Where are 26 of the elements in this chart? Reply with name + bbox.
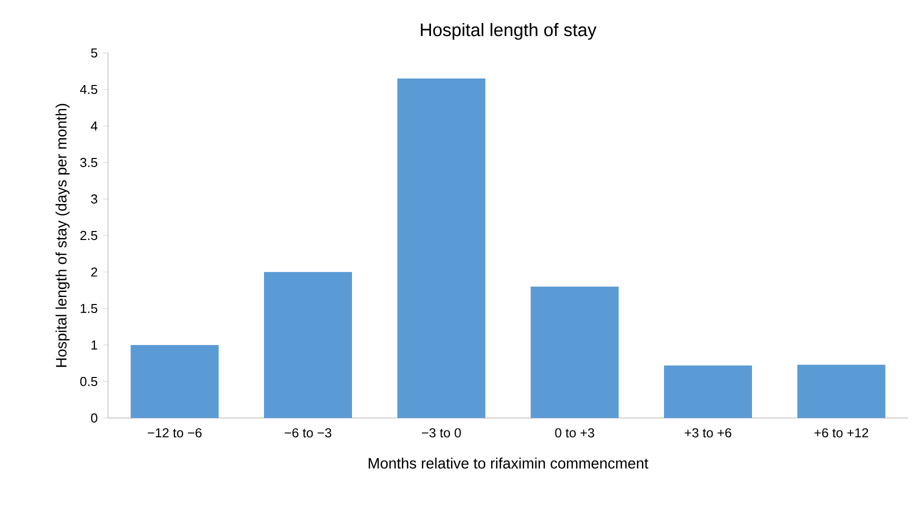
x-tick-label: −6 to −3 [284, 428, 332, 438]
y-tick-label: 2.5 [80, 230, 98, 240]
x-axis-title: Months relative to rifaximin commencment [368, 458, 648, 469]
y-tick-label: 4 [90, 122, 98, 130]
bar [797, 364, 886, 418]
bar [264, 272, 352, 418]
bar [664, 365, 752, 418]
y-tick-label: 1.5 [80, 304, 98, 314]
y-tick-label: 3 [91, 194, 98, 204]
y-tick-label: 4.5 [80, 84, 98, 94]
y-tick-label: 0 [91, 413, 98, 423]
bar [397, 78, 486, 418]
chart-title: Hospital length of stay [420, 23, 596, 40]
y-tick-label: 2 [91, 267, 98, 277]
y-tick-label: 1 [92, 340, 98, 350]
y-axis-title: Hospital length of stay (days per month) [56, 104, 70, 367]
x-tick-label: 0 to +3 [555, 428, 594, 438]
x-tick-label: +6 to +12 [814, 428, 868, 438]
y-tick-label: 0.5 [80, 376, 98, 386]
x-tick-label: +3 to +6 [684, 428, 732, 438]
bar [530, 286, 619, 418]
y-tick-label: 5 [91, 48, 98, 58]
y-tick-label: 3.5 [80, 158, 98, 168]
x-tick-label: −3 to 0 [422, 428, 461, 438]
bar [130, 345, 219, 418]
x-tick-label: −12 to −6 [148, 428, 202, 438]
